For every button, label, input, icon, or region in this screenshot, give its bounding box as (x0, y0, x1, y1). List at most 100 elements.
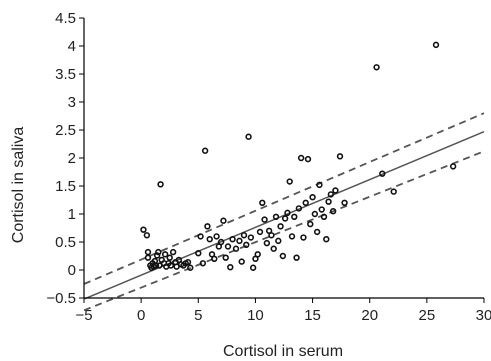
data-point (313, 228, 321, 236)
data-point (432, 41, 440, 49)
data-point (152, 262, 160, 269)
data-point (281, 215, 289, 222)
data-point (325, 198, 332, 205)
y-ticks: −0.5 0 0.5 1 1.5 2 2.5 3 3.5 4 4.5 (46, 10, 84, 307)
x-tick-label: −5 (75, 307, 92, 324)
data-point (320, 213, 328, 221)
data-point (390, 188, 397, 195)
data-point (297, 154, 305, 162)
data-point (449, 163, 457, 170)
data-point (279, 252, 287, 260)
data-point (379, 170, 386, 177)
y-tick-label: 3.5 (55, 66, 76, 83)
y-tick-label: 3 (68, 94, 76, 111)
data-point (229, 236, 236, 243)
x-tick-label: 10 (247, 307, 264, 324)
data-point (206, 236, 213, 243)
data-point (220, 217, 227, 224)
data-point (288, 233, 296, 240)
data-point (295, 205, 303, 212)
data-point (341, 199, 348, 207)
data-point (240, 232, 248, 239)
data-point (184, 258, 192, 266)
regression-line-group (83, 130, 485, 300)
data-point (169, 248, 177, 256)
y-tick-label: 0 (68, 262, 76, 279)
data-point (270, 245, 277, 252)
data-point (140, 226, 147, 233)
data-point (201, 147, 209, 154)
data-point (211, 255, 218, 262)
data-point (155, 248, 162, 256)
data-point (166, 254, 173, 261)
data-point (327, 191, 335, 198)
data-point (286, 178, 293, 185)
x-tick-label: 0 (137, 307, 145, 324)
data-point (167, 262, 175, 269)
y-tick-label: 1 (68, 206, 76, 223)
x-axis-title: Cortisol in serum (223, 343, 343, 360)
data-point (256, 228, 264, 236)
data-point (157, 181, 164, 188)
confidence-upper-line (83, 112, 485, 285)
data-point (316, 181, 323, 189)
data-point (143, 232, 151, 239)
data-point (259, 199, 266, 207)
data-point (318, 206, 325, 213)
data-point (195, 250, 202, 257)
data-point (272, 213, 280, 221)
data-point (300, 234, 307, 241)
y-tick-label: 4.5 (55, 10, 76, 27)
data-point (199, 260, 207, 267)
data-point (291, 213, 298, 221)
data-point (222, 254, 229, 261)
data-point (304, 155, 312, 163)
data-point (197, 233, 204, 240)
data-point (329, 208, 337, 215)
data-point (268, 232, 275, 239)
data-point (249, 264, 257, 271)
x-tick-label: 5 (194, 307, 202, 324)
confidence-band (83, 112, 485, 312)
data-point (254, 251, 261, 258)
data-point (261, 216, 268, 223)
x-ticks: −5 0 5 10 15 20 25 30 (75, 298, 491, 324)
data-point (238, 258, 245, 265)
data-point (307, 220, 314, 228)
data-point (204, 223, 211, 230)
data-point (311, 210, 319, 218)
data-point (302, 199, 309, 207)
x-tick-label: 25 (419, 307, 436, 324)
data-point (373, 64, 380, 71)
data-point (309, 194, 316, 201)
data-point (161, 251, 169, 258)
data-point (144, 248, 152, 256)
data-point (323, 236, 330, 243)
x-tick-label: 30 (476, 307, 491, 324)
x-tick-label: 15 (304, 307, 321, 324)
data-point (144, 254, 152, 261)
y-tick-label: 2.5 (55, 122, 76, 139)
data-point (217, 238, 225, 246)
y-tick-label: 2 (68, 150, 76, 167)
y-axis-title: Cortisol in saliva (10, 127, 27, 244)
data-points (140, 41, 457, 271)
data-point (277, 223, 284, 230)
data-point (227, 264, 234, 271)
y-tick-label: −0.5 (46, 290, 76, 307)
y-tick-label: 4 (68, 38, 76, 55)
data-point (247, 234, 255, 241)
data-point (336, 153, 344, 160)
x-tick-label: 20 (361, 307, 378, 324)
data-point (236, 237, 243, 245)
data-point (245, 133, 252, 140)
regression-line (83, 130, 485, 300)
data-point (213, 233, 220, 240)
data-point (187, 264, 194, 271)
data-point (153, 252, 161, 259)
data-point (293, 254, 300, 261)
data-point (275, 237, 282, 245)
data-point (284, 209, 291, 217)
data-point (243, 241, 250, 249)
